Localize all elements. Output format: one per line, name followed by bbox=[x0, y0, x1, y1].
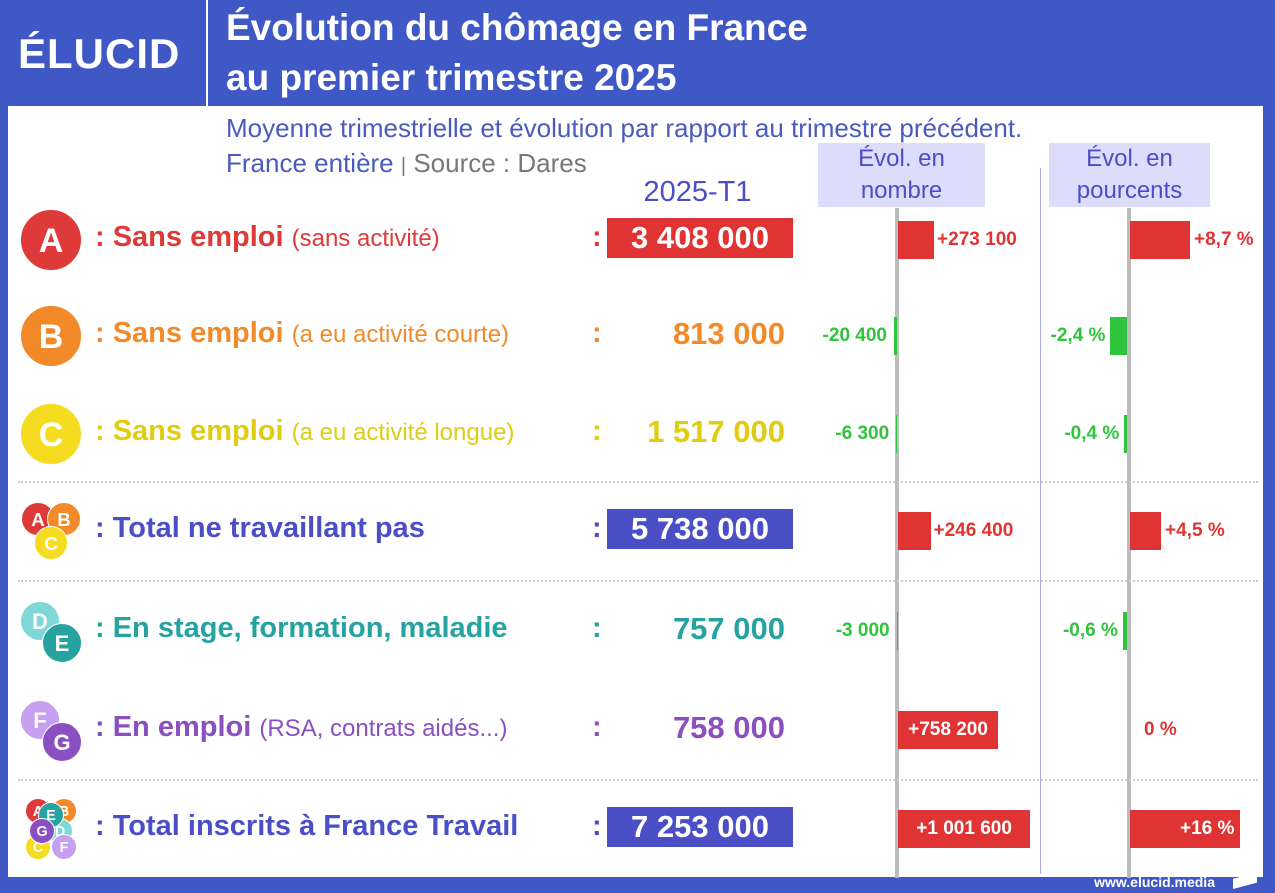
percent-bar bbox=[1110, 317, 1127, 355]
number-bar bbox=[898, 810, 1031, 848]
scope-source: France entière | Source : Dares bbox=[226, 148, 587, 179]
row-separator bbox=[18, 580, 1258, 582]
row-label: : Sans emploi (sans activité) bbox=[95, 221, 440, 253]
colon: : bbox=[592, 415, 602, 447]
row-value: 7 253 000 bbox=[607, 807, 793, 847]
colon: : bbox=[592, 810, 602, 842]
colon: : bbox=[592, 221, 602, 253]
row-separator bbox=[18, 481, 1258, 483]
row-label-detail: (a eu activité courte) bbox=[291, 321, 510, 348]
badge-a: A bbox=[20, 209, 82, 271]
number-bar-label: -20 400 bbox=[822, 325, 887, 346]
row-value: 813 000 bbox=[672, 316, 785, 351]
percent-bar bbox=[1130, 512, 1162, 550]
row-separator bbox=[18, 779, 1258, 781]
row-value: 5 738 000 bbox=[607, 509, 793, 549]
badge-d: D bbox=[20, 601, 60, 641]
percent-bar-label: -2,4 % bbox=[1050, 325, 1106, 346]
row-label: : Total inscrits à France Travail bbox=[95, 810, 519, 842]
subtitle: Moyenne trimestrielle et évolution par r… bbox=[226, 113, 1023, 143]
number-bar bbox=[896, 415, 897, 453]
colon: : bbox=[592, 612, 602, 644]
number-bar-label: +246 400 bbox=[933, 520, 1014, 541]
badge-g: G bbox=[29, 818, 55, 844]
badge-g: G bbox=[42, 722, 82, 762]
site-url: www.elucid.media bbox=[1094, 874, 1215, 890]
row-label: : Sans emploi (a eu activité courte) bbox=[95, 317, 510, 349]
percent-bar-label: -0,4 % bbox=[1064, 423, 1120, 444]
percent-bar-label: +16 % bbox=[1179, 818, 1235, 839]
row-label: : Total ne travaillant pas bbox=[95, 512, 425, 544]
number-bar bbox=[898, 711, 999, 749]
number-zero-axis bbox=[895, 208, 899, 878]
title-line-1: Évolution du chômage en France bbox=[226, 7, 808, 48]
number-bar-label: -3 000 bbox=[835, 620, 890, 641]
row-value: 3 408 000 bbox=[607, 218, 793, 258]
percent-bar bbox=[1124, 415, 1128, 453]
number-bar-label: +758 200 bbox=[908, 719, 988, 740]
row-label-detail: (RSA, contrats aidés...) bbox=[259, 715, 508, 742]
header-divider bbox=[206, 0, 208, 106]
row-label: : Sans emploi (a eu activité longue) bbox=[95, 415, 515, 447]
percent-bar bbox=[1130, 810, 1241, 848]
percent-bar-label: -0,6 % bbox=[1062, 620, 1118, 641]
number-bar-label: -6 300 bbox=[835, 423, 890, 444]
percent-bar bbox=[1130, 221, 1191, 259]
badge-b: B bbox=[20, 305, 82, 367]
percent-bar-label: 0 % bbox=[1144, 719, 1177, 740]
colon: : bbox=[592, 317, 602, 349]
separator: | bbox=[400, 155, 407, 177]
row-label: : En stage, formation, maladie bbox=[95, 612, 508, 644]
colon: : bbox=[592, 512, 602, 544]
row-label-detail: (sans activité) bbox=[291, 225, 440, 252]
column-divider bbox=[1040, 168, 1041, 874]
badge-c: C bbox=[34, 526, 68, 560]
colon: : bbox=[592, 711, 602, 743]
number-column-header: Évol. en nombre bbox=[818, 143, 985, 207]
period-header: 2025-T1 bbox=[643, 176, 752, 208]
badge-e: E bbox=[42, 623, 82, 663]
percent-bar-label: +4,5 % bbox=[1165, 520, 1225, 541]
number-bar-label: +1 001 600 bbox=[916, 818, 1012, 839]
row-label: : En emploi (RSA, contrats aidés...) bbox=[95, 711, 508, 743]
row-label-detail: (a eu activité longue) bbox=[291, 419, 515, 446]
row-value: 758 000 bbox=[672, 710, 785, 745]
badge-c: C bbox=[20, 403, 82, 465]
scope: France entière bbox=[226, 148, 394, 178]
badge-f: F bbox=[51, 834, 77, 860]
percent-zero-axis bbox=[1127, 208, 1131, 878]
row-value: 757 000 bbox=[672, 611, 785, 646]
percent-bar bbox=[1122, 612, 1127, 650]
elucid-logo: ÉLUCID bbox=[18, 30, 181, 77]
percent-column-header: Évol. en pourcents bbox=[1049, 143, 1210, 207]
source: Source : Dares bbox=[413, 148, 587, 178]
percent-bar-label: +8,7 % bbox=[1194, 229, 1254, 250]
row-value: 1 517 000 bbox=[647, 414, 785, 449]
number-bar-label: +273 100 bbox=[937, 229, 1017, 250]
title-line-2: au premier trimestre 2025 bbox=[226, 57, 677, 98]
number-bar bbox=[898, 512, 931, 550]
number-bar bbox=[894, 317, 897, 355]
number-bar bbox=[898, 221, 935, 259]
